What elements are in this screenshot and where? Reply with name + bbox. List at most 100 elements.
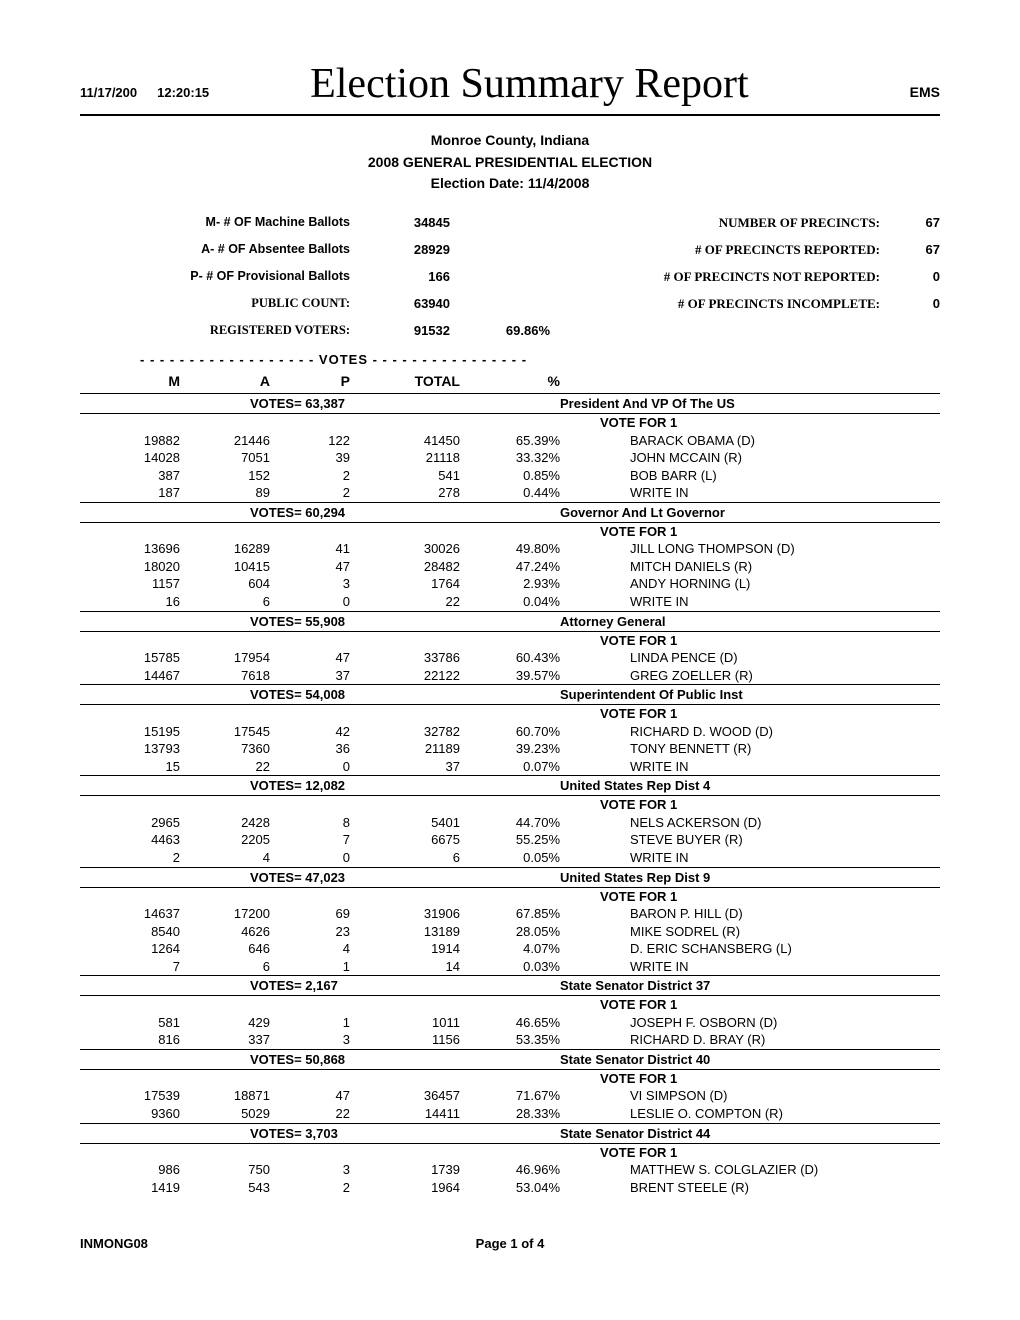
cand-total: 1156 [350, 1031, 460, 1049]
cand-name: VI SIMPSON (D) [560, 1087, 940, 1105]
cand-name: NELS ACKERSON (D) [560, 814, 940, 832]
cand-m: 1419 [80, 1179, 180, 1197]
cand-pct: 44.70% [460, 814, 560, 832]
cand-a: 337 [180, 1031, 270, 1049]
race-vote-count: VOTES= 63,387 [80, 396, 440, 411]
cand-pct: 4.07% [460, 940, 560, 958]
cand-m: 4463 [80, 831, 180, 849]
race: VOTES= 54,008Superintendent Of Public In… [80, 684, 940, 775]
cand-p: 1 [270, 1014, 350, 1032]
cand-m: 1157 [80, 575, 180, 593]
candidate-row: 1578517954473378660.43%LINDA PENCE (D) [80, 649, 940, 667]
candidate-row: 38715225410.85%BOB BARR (L) [80, 467, 940, 485]
race: VOTES= 3,703State Senator District 44VOT… [80, 1123, 940, 1197]
candidate-row: 24060.05%WRITE IN [80, 849, 940, 867]
cand-m: 15195 [80, 723, 180, 741]
col-a: A [180, 373, 270, 389]
cand-a: 7360 [180, 740, 270, 758]
stats-block: M- # OF Machine Ballots34845NUMBER OF PR… [80, 215, 940, 338]
cand-p: 0 [270, 758, 350, 776]
cand-m: 2 [80, 849, 180, 867]
vote-for-label: VOTE FOR 1 [560, 996, 940, 1014]
race-title: State Senator District 44 [440, 1126, 710, 1141]
cand-p: 36 [270, 740, 350, 758]
cand-pct: 0.04% [460, 593, 560, 611]
cand-name: JILL LONG THOMPSON (D) [560, 540, 940, 558]
stat-value: 63940 [350, 296, 450, 312]
stat-value: 166 [350, 269, 450, 285]
cand-pct: 33.32% [460, 449, 560, 467]
cand-total: 28482 [350, 558, 460, 576]
cand-m: 1264 [80, 940, 180, 958]
cand-a: 5029 [180, 1105, 270, 1123]
cand-p: 37 [270, 667, 350, 685]
cand-total: 37 [350, 758, 460, 776]
cand-total: 22122 [350, 667, 460, 685]
cand-name: BOB BARR (L) [560, 467, 940, 485]
cand-name: BARON P. HILL (D) [560, 905, 940, 923]
cand-m: 986 [80, 1161, 180, 1179]
cand-p: 2 [270, 484, 350, 502]
race-title: President And VP Of The US [440, 396, 735, 411]
vote-for-label: VOTE FOR 1 [560, 523, 940, 541]
stat-label: P- # OF Provisional Ballots [80, 269, 350, 285]
cand-total: 5401 [350, 814, 460, 832]
race-header: VOTES= 55,908Attorney General [80, 611, 940, 632]
stat-label: PUBLIC COUNT: [80, 296, 350, 312]
cand-m: 9360 [80, 1105, 180, 1123]
cand-pct: 65.39% [460, 432, 560, 450]
candidate-row: 296524288540144.70%NELS ACKERSON (D) [80, 814, 940, 832]
cand-a: 152 [180, 467, 270, 485]
race-title: United States Rep Dist 4 [440, 778, 710, 793]
race-header: VOTES= 63,387President And VP Of The US [80, 393, 940, 414]
vote-for-label: VOTE FOR 1 [560, 796, 940, 814]
vote-for-label: VOTE FOR 1 [560, 1070, 940, 1088]
cand-p: 69 [270, 905, 350, 923]
cand-a: 750 [180, 1161, 270, 1179]
subheader: Monroe County, Indiana 2008 GENERAL PRES… [80, 130, 940, 195]
stat-label-r: # OF PRECINCTS INCOMPLETE: [620, 296, 880, 312]
race: VOTES= 60,294Governor And Lt GovernorVOT… [80, 502, 940, 611]
cand-p: 122 [270, 432, 350, 450]
candidate-row: 1878922780.44%WRITE IN [80, 484, 940, 502]
vote-for-row: VOTE FOR 1 [80, 996, 940, 1014]
stat-pct [450, 242, 550, 258]
vote-for-row: VOTE FOR 1 [80, 632, 940, 650]
cand-p: 4 [270, 940, 350, 958]
cand-name: WRITE IN [560, 849, 940, 867]
race-header: VOTES= 3,703State Senator District 44 [80, 1123, 940, 1144]
cand-p: 7 [270, 831, 350, 849]
race-header: VOTES= 12,082United States Rep Dist 4 [80, 775, 940, 796]
cand-pct: 53.04% [460, 1179, 560, 1197]
race-title: United States Rep Dist 9 [440, 870, 710, 885]
cand-name: TONY BENNETT (R) [560, 740, 940, 758]
cand-pct: 0.05% [460, 849, 560, 867]
stat-value-r: 0 [880, 296, 940, 312]
cand-name: RICHARD D. WOOD (D) [560, 723, 940, 741]
candidate-row: 93605029221441128.33%LESLIE O. COMPTON (… [80, 1105, 940, 1123]
candidate-row: 9867503173946.96%MATTHEW S. COLGLAZIER (… [80, 1161, 940, 1179]
cand-a: 10415 [180, 558, 270, 576]
race-header: VOTES= 47,023United States Rep Dist 9 [80, 867, 940, 888]
race-title: Superintendent Of Public Inst [440, 687, 743, 702]
cand-name: D. ERIC SCHANSBERG (L) [560, 940, 940, 958]
cand-pct: 47.24% [460, 558, 560, 576]
col-pct: % [460, 373, 560, 389]
cand-m: 19882 [80, 432, 180, 450]
cand-p: 2 [270, 467, 350, 485]
cand-name: WRITE IN [560, 958, 940, 976]
candidate-row: 446322057667555.25%STEVE BUYER (R) [80, 831, 940, 849]
cand-m: 14637 [80, 905, 180, 923]
cand-a: 16289 [180, 540, 270, 558]
race-header: VOTES= 54,008Superintendent Of Public In… [80, 684, 940, 705]
vote-for-label: VOTE FOR 1 [560, 632, 940, 650]
cand-a: 2428 [180, 814, 270, 832]
cand-pct: 49.80% [460, 540, 560, 558]
title-underline [80, 114, 940, 116]
stats-row: PUBLIC COUNT:63940 # OF PRECINCTS INCOMPL… [80, 296, 940, 312]
cand-a: 646 [180, 940, 270, 958]
vote-for-label: VOTE FOR 1 [560, 1144, 940, 1162]
cand-a: 4626 [180, 923, 270, 941]
candidate-row: 85404626231318928.05%MIKE SODREL (R) [80, 923, 940, 941]
stat-label-r: NUMBER OF PRECINCTS: [620, 215, 880, 231]
